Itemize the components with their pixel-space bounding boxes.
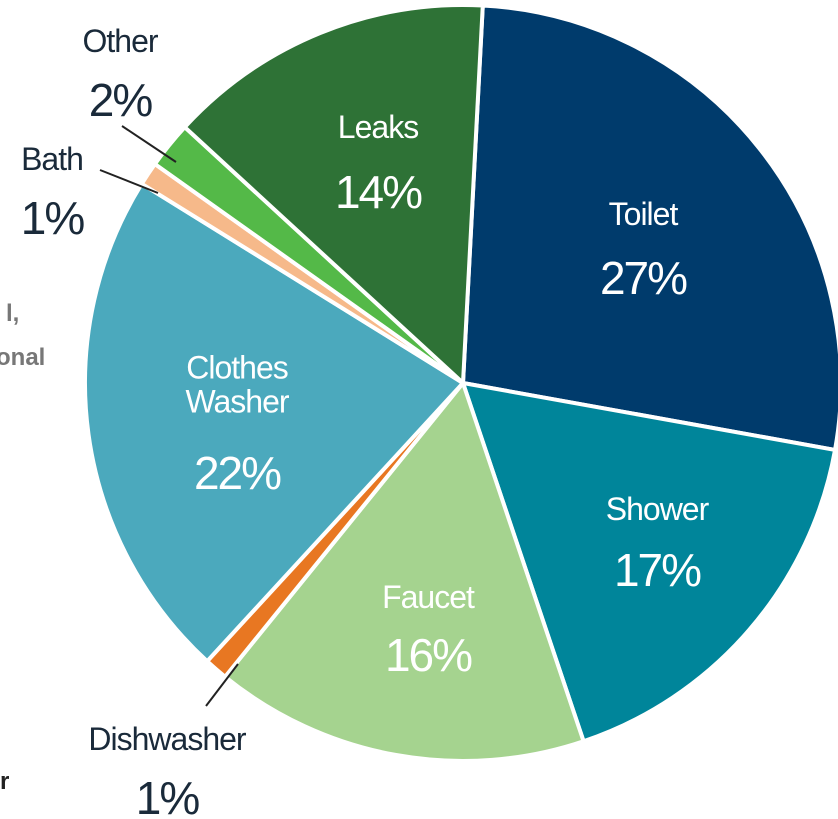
slice-label: Clothes Washer [185, 349, 289, 419]
value-label: 1% [20, 191, 86, 244]
slice-label: Leaks [337, 109, 419, 146]
value-label: 1% [135, 771, 201, 819]
leader-line [99, 169, 159, 194]
annotation: r [0, 768, 10, 795]
value-label: 14% [334, 165, 423, 218]
leader-line [205, 663, 239, 707]
slice-label: Bath [21, 141, 84, 178]
slice-label: Dishwasher [88, 721, 246, 758]
slice-label: Shower [605, 491, 709, 528]
annotation: onal [0, 344, 46, 371]
pie-slice [222, 378, 587, 763]
slice-label: Faucet [382, 579, 475, 616]
value-label: 2% [88, 73, 154, 126]
slice-label: Other [82, 23, 158, 60]
leader-line [121, 125, 177, 163]
pie-slice [460, 3, 838, 453]
pie-slice [83, 181, 467, 665]
annotation: l, [6, 300, 20, 327]
value-label: 22% [193, 446, 282, 499]
value-label: 17% [613, 543, 702, 596]
pie-slice [460, 380, 838, 744]
pie-slice [181, 3, 485, 388]
value-label: 16% [384, 628, 473, 681]
slice-label: Toilet [608, 196, 679, 233]
value-label: 27% [599, 251, 688, 304]
